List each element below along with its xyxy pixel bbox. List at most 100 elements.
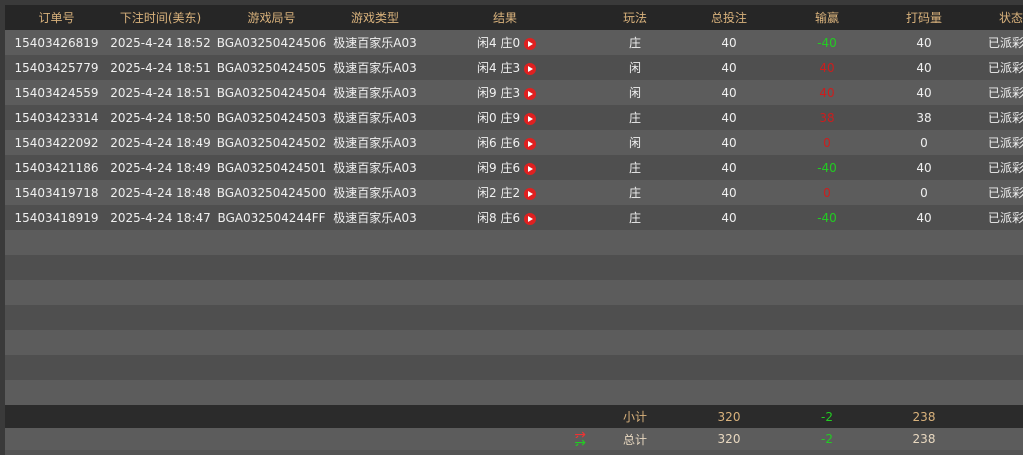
total-row: ⇄ ⇄ 总计 320 -2 238	[5, 428, 1023, 450]
table-row[interactable]: 15403424559 2025-4-24 18:51 BGA03250424504…	[5, 80, 1023, 105]
result-text: 闲0 庄9	[477, 111, 521, 125]
column-header-order-number[interactable]: 订单号	[5, 5, 108, 30]
cell-bet-type: 庄	[590, 205, 680, 230]
cell-round-id: BGA03250424503	[213, 105, 330, 130]
play-replay-icon[interactable]	[524, 112, 537, 125]
cell-win-loss: 38	[778, 105, 876, 130]
cell-round-id: BGA032504244FF	[213, 205, 330, 230]
table-row[interactable]: 15403418919 2025-4-24 18:47 BGA032504244FF…	[5, 205, 1023, 230]
cell-status: 已派彩	[972, 80, 1023, 105]
play-replay-icon[interactable]	[524, 137, 537, 150]
cell-bet-time: 2025-4-24 18:50	[108, 105, 213, 130]
play-replay-icon[interactable]	[524, 62, 537, 75]
column-header-turnover[interactable]: 打码量	[876, 5, 972, 30]
cell-turnover: 0	[876, 130, 972, 155]
cell-status: 已派彩	[972, 55, 1023, 80]
table-row[interactable]: 15403426819 2025-4-24 18:52 BGA03250424506…	[5, 30, 1023, 55]
total-win-loss: -2	[778, 428, 876, 450]
column-header-total-bet[interactable]: 总投注	[680, 5, 778, 30]
cell-status: 已派彩	[972, 30, 1023, 55]
cell-total-bet: 40	[680, 155, 778, 180]
cell-bet-time: 2025-4-24 18:49	[108, 130, 213, 155]
table-row[interactable]: 15403422092 2025-4-24 18:49 BGA03250424502…	[5, 130, 1023, 155]
cell-bet-type: 闲	[590, 55, 680, 80]
cell-game-type: 极速百家乐A03	[330, 155, 420, 180]
cell-game-type: 极速百家乐A03	[330, 130, 420, 155]
cell-result: 闲6 庄6	[420, 130, 590, 155]
refresh-arrows-icon[interactable]: ⇄ ⇄	[574, 429, 586, 446]
cell-bet-time: 2025-4-24 18:51	[108, 55, 213, 80]
result-text: 闲6 庄6	[477, 136, 521, 150]
cell-bet-time: 2025-4-24 18:51	[108, 80, 213, 105]
cell-order-number: 15403426819	[5, 30, 108, 55]
cell-round-id: BGA03250424500	[213, 180, 330, 205]
play-replay-icon[interactable]	[524, 162, 537, 175]
cell-round-id: BGA03250424505	[213, 55, 330, 80]
cell-round-id: BGA03250424502	[213, 130, 330, 155]
table-row[interactable]: 15403423314 2025-4-24 18:50 BGA03250424503…	[5, 105, 1023, 130]
cell-bet-time: 2025-4-24 18:47	[108, 205, 213, 230]
total-total-bet: 320	[680, 428, 778, 450]
table-row[interactable]: 15403425779 2025-4-24 18:51 BGA03250424505…	[5, 55, 1023, 80]
play-replay-icon[interactable]	[524, 187, 537, 200]
cell-game-type: 极速百家乐A03	[330, 105, 420, 130]
result-text: 闲2 庄2	[477, 186, 521, 200]
cell-bet-time: 2025-4-24 18:48	[108, 180, 213, 205]
column-header-bet-time[interactable]: 下注时间(美东)	[108, 5, 213, 30]
column-header-win-loss[interactable]: 输赢	[778, 5, 876, 30]
result-text: 闲4 庄3	[477, 61, 521, 75]
column-header-status[interactable]: 状态	[972, 5, 1023, 30]
subtotal-total-bet: 320	[680, 405, 778, 428]
empty-row	[5, 305, 1023, 330]
cell-total-bet: 40	[680, 205, 778, 230]
table-row[interactable]: 15403421186 2025-4-24 18:49 BGA03250424501…	[5, 155, 1023, 180]
cell-total-bet: 40	[680, 30, 778, 55]
cell-order-number: 15403424559	[5, 80, 108, 105]
result-text: 闲4 庄0	[477, 36, 521, 50]
cell-win-loss: 0	[778, 180, 876, 205]
column-header-bet-type[interactable]: 玩法	[590, 5, 680, 30]
cell-turnover: 40	[876, 30, 972, 55]
cell-total-bet: 40	[680, 105, 778, 130]
cell-bet-type: 闲	[590, 130, 680, 155]
empty-row	[5, 355, 1023, 380]
cell-round-id: BGA03250424504	[213, 80, 330, 105]
subtotal-row: 小计 320 -2 238	[5, 405, 1023, 428]
cell-bet-type: 庄	[590, 105, 680, 130]
result-text: 闲8 庄6	[477, 211, 521, 225]
subtotal-turnover: 238	[876, 405, 972, 428]
play-replay-icon[interactable]	[524, 212, 537, 225]
cell-turnover: 40	[876, 205, 972, 230]
play-replay-icon[interactable]	[524, 37, 537, 50]
empty-row	[5, 330, 1023, 355]
cell-result: 闲9 庄6	[420, 155, 590, 180]
cell-bet-type: 庄	[590, 155, 680, 180]
cell-total-bet: 40	[680, 80, 778, 105]
cell-status: 已派彩	[972, 180, 1023, 205]
cell-win-loss: 40	[778, 80, 876, 105]
empty-row	[5, 280, 1023, 305]
play-replay-icon[interactable]	[524, 87, 537, 100]
cell-bet-type: 闲	[590, 80, 680, 105]
subtotal-label: 小计	[590, 405, 680, 428]
empty-row	[5, 380, 1023, 405]
cell-turnover: 40	[876, 155, 972, 180]
cell-order-number: 15403425779	[5, 55, 108, 80]
column-header-round-id[interactable]: 游戏局号	[213, 5, 330, 30]
column-header-game-type[interactable]: 游戏类型	[330, 5, 420, 30]
cell-result: 闲4 庄3	[420, 55, 590, 80]
cell-round-id: BGA03250424506	[213, 30, 330, 55]
table-row[interactable]: 15403419718 2025-4-24 18:48 BGA03250424500…	[5, 180, 1023, 205]
cell-win-loss: -40	[778, 155, 876, 180]
cell-bet-time: 2025-4-24 18:52	[108, 30, 213, 55]
cell-bet-type: 庄	[590, 30, 680, 55]
cell-game-type: 极速百家乐A03	[330, 205, 420, 230]
cell-order-number: 15403421186	[5, 155, 108, 180]
cell-game-type: 极速百家乐A03	[330, 180, 420, 205]
cell-total-bet: 40	[680, 180, 778, 205]
column-header-result[interactable]: 结果	[420, 5, 590, 30]
cell-total-bet: 40	[680, 55, 778, 80]
cell-game-type: 极速百家乐A03	[330, 30, 420, 55]
cell-turnover: 38	[876, 105, 972, 130]
cell-turnover: 40	[876, 80, 972, 105]
